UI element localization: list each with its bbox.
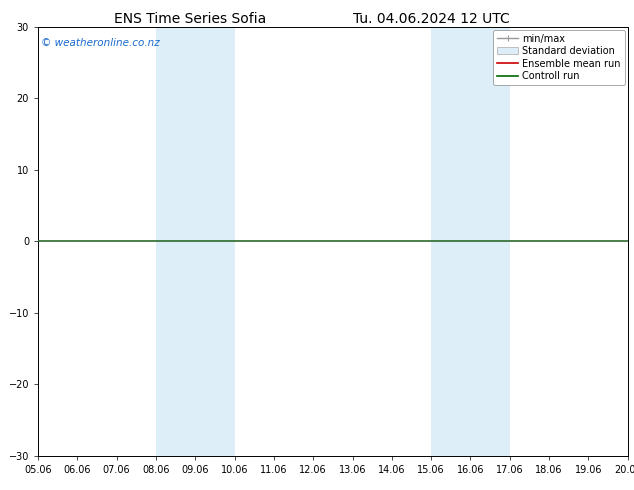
Bar [431,27,510,456]
Bar [156,27,235,456]
Text: © weatheronline.co.nz: © weatheronline.co.nz [41,38,160,48]
Text: ENS Time Series Sofia: ENS Time Series Sofia [114,12,266,26]
Legend: min/max, Standard deviation, Ensemble mean run, Controll run: min/max, Standard deviation, Ensemble me… [493,30,624,85]
Text: Tu. 04.06.2024 12 UTC: Tu. 04.06.2024 12 UTC [353,12,510,26]
